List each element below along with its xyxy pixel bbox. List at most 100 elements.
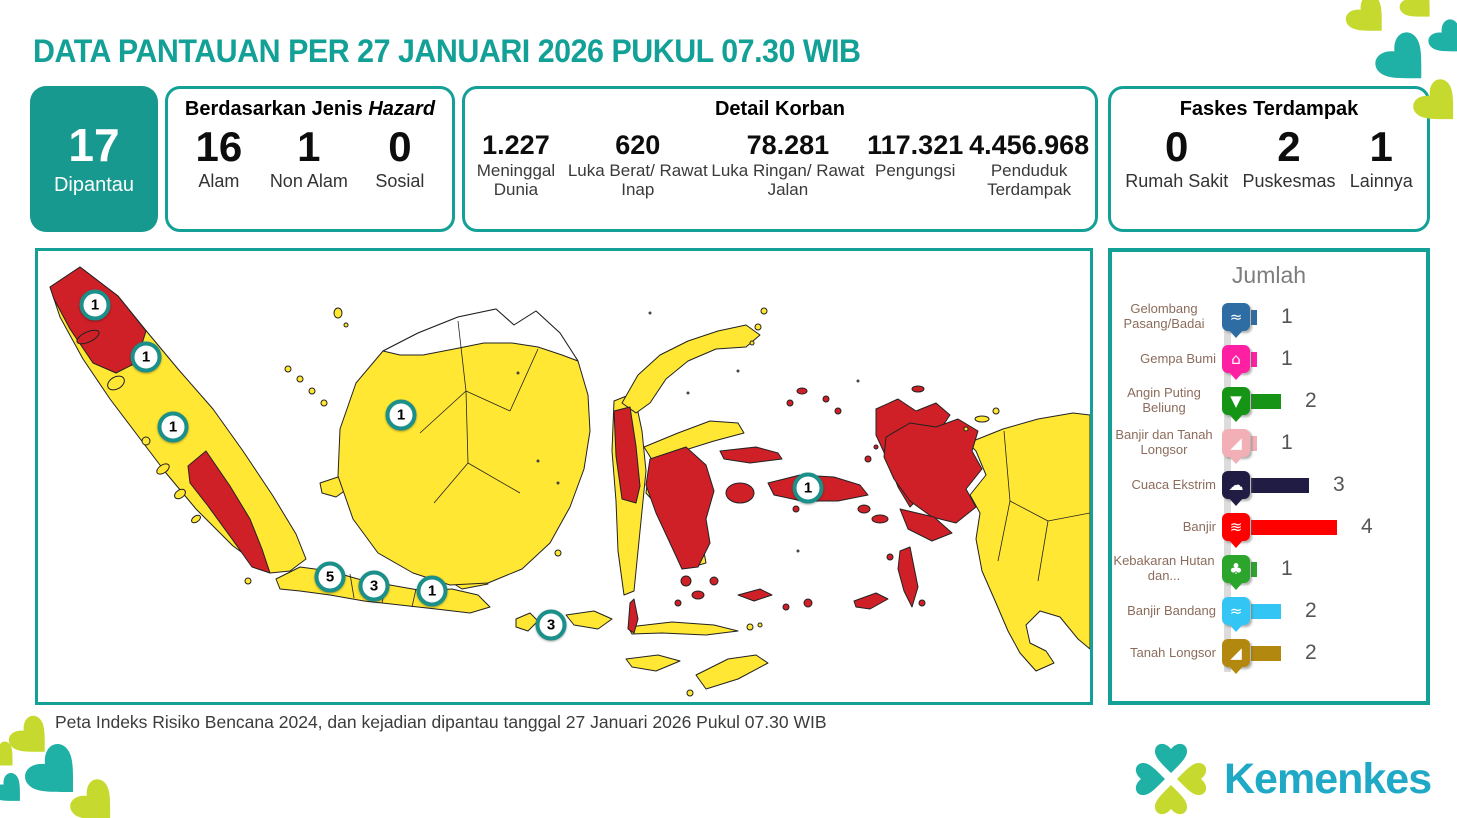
stat-value: 78.281	[746, 130, 830, 160]
map-marker[interactable]: 5	[314, 561, 346, 593]
stat-item: 620 Luka Berat/ Rawat Inap	[567, 130, 709, 200]
victim-detail-card: Detail Korban 1.227 Meninggal Dunia 620 …	[462, 86, 1098, 232]
chart-row: Cuaca Ekstrim ☁ 3	[1112, 464, 1426, 506]
stat-item: 1 Non Alam	[269, 123, 348, 192]
chart-row: Banjir ≋ 4	[1112, 506, 1426, 548]
chart-row: Angin Puting Beliung ▼ 2	[1112, 380, 1426, 422]
chart-category-label: Banjir Bandang	[1127, 602, 1216, 618]
stat-label: Lainnya	[1349, 171, 1413, 192]
chart-category-label: Kebakaran Hutan dan...	[1113, 553, 1215, 583]
map-marker[interactable]: 1	[792, 472, 824, 504]
chart-title: Jumlah	[1231, 262, 1307, 288]
page-title: DATA PANTAUAN PER 27 JANUARI 2026 PUKUL …	[33, 33, 861, 69]
chart-bar	[1251, 561, 1257, 577]
stat-label: Penduduk Terdampak	[987, 161, 1072, 200]
chart-value-label: 1	[1281, 431, 1293, 454]
victim-stats: 1.227 Meninggal Dunia 620 Luka Berat/ Ra…	[465, 130, 1095, 200]
stat-label: Luka Berat/ Rawat Inap	[567, 161, 708, 200]
stat-item: 0 Sosial	[375, 123, 424, 191]
forest-tree-icon: ♣	[1222, 555, 1250, 583]
chart-value-label: 1	[1281, 305, 1293, 328]
stat-value: 620	[615, 130, 661, 160]
chart-category-label: Gempa Bumi	[1140, 350, 1216, 366]
chart-category-label: Angin Puting Beliung	[1127, 385, 1201, 415]
map-marker[interactable]: 1	[130, 341, 162, 373]
map-marker[interactable]: 3	[535, 609, 567, 641]
chart-value-label: 1	[1281, 347, 1293, 370]
wave-icon: ≈	[1222, 303, 1250, 331]
chart-category-label: Banjir	[1182, 518, 1216, 534]
chart-value-label: 3	[1333, 473, 1345, 496]
chart-value-label: 2	[1305, 389, 1317, 412]
stat-value: 4.456.968	[969, 130, 1090, 160]
chart-category-label: Cuaca Ekstrim	[1131, 476, 1216, 492]
chart-bar	[1251, 435, 1257, 451]
monitored-count-card: 17 Dipantau	[30, 86, 158, 232]
chart-bar	[1251, 477, 1309, 493]
stat-label: Pengungsi	[875, 161, 956, 181]
kemenkes-logo-icon	[1135, 743, 1207, 815]
stat-item: 16 Alam	[196, 124, 243, 192]
map-marker[interactable]: 1	[79, 289, 111, 321]
hazard-count-chart-panel: Jumlah Gelombang Pasang/Badai ≈ 1 Gempa …	[1108, 248, 1430, 705]
stat-item: 1 Lainnya	[1349, 123, 1413, 192]
chart-bar	[1251, 519, 1337, 535]
chart-bar	[1251, 603, 1281, 619]
chart-bar	[1251, 393, 1281, 409]
chart-category-label: Tanah Longsor	[1129, 644, 1216, 660]
island-papua	[864, 407, 1090, 672]
map-marker[interactable]: 1	[385, 399, 417, 431]
chart-value-label: 2	[1305, 641, 1317, 664]
faskes-stats: 0 Rumah Sakit 2 Puskesmas 1 Lainnya	[1111, 123, 1427, 192]
chart-row: Gempa Bumi ⌂ 1	[1112, 338, 1426, 380]
stat-label: Meninggal Dunia	[476, 161, 556, 200]
chart-row: Gelombang Pasang/Badai ≈ 1	[1112, 296, 1426, 338]
stat-item: 78.281 Luka Ringan/ Rawat Jalan	[709, 130, 867, 200]
stat-item: 117.321 Pengungsi	[867, 130, 964, 181]
flood-water-icon: ≋	[1222, 513, 1250, 541]
stat-label: Luka Ringan/ Rawat Jalan	[711, 161, 865, 200]
map-marker[interactable]: 1	[416, 575, 448, 607]
kemenkes-logo-text: Kemenkes	[1224, 754, 1432, 803]
stat-value: 1	[297, 123, 321, 170]
landslide-slope-icon: ◢	[1222, 429, 1250, 457]
chart-row: Banjir dan Tanah Longsor ◢ 1	[1112, 422, 1426, 464]
chart-bar	[1251, 351, 1257, 367]
small-islets	[516, 311, 860, 553]
chart-value-label: 4	[1361, 515, 1373, 538]
stat-label: Rumah Sakit	[1125, 171, 1229, 192]
chart-row: Banjir Bandang ≈ 2	[1112, 590, 1426, 632]
stat-label: Non Alam	[269, 171, 348, 192]
victim-card-title: Detail Korban	[714, 98, 846, 120]
chart-row: Kebakaran Hutan dan... ♣ 1	[1112, 548, 1426, 590]
monitored-label: Dipantau	[53, 173, 135, 196]
flash-flood-wave-icon: ≈	[1222, 597, 1250, 625]
stat-value: 0	[1165, 123, 1189, 170]
faskes-card: Faskes Terdampak 0 Rumah Sakit 2 Puskesm…	[1108, 86, 1430, 232]
landslide-slope-icon: ◢	[1222, 639, 1250, 667]
stat-item: 0 Rumah Sakit	[1125, 123, 1229, 192]
chart-row: Tanah Longsor ◢ 2	[1112, 632, 1426, 674]
map-marker[interactable]: 1	[157, 411, 189, 443]
monitored-count: 17	[68, 118, 120, 171]
stat-value: 117.321	[867, 130, 964, 160]
chart-category-label: Gelombang Pasang/Badai	[1123, 301, 1205, 331]
indonesia-map	[49, 266, 1090, 697]
stat-value: 1.227	[482, 130, 550, 160]
island-kalimantan	[337, 308, 591, 586]
map-caption: Peta Indeks Risiko Bencana 2024, dan kej…	[55, 712, 827, 732]
hazard-type-card: Berdasarkan Jenis Hazard 16 Alam 1 Non A…	[165, 86, 455, 232]
chart-bar	[1251, 645, 1281, 661]
stat-value: 2	[1277, 123, 1301, 170]
island-sulawesi	[611, 307, 783, 634]
map-marker[interactable]: 3	[358, 570, 390, 602]
chart-rows: Gelombang Pasang/Badai ≈ 1 Gempa Bumi ⌂ …	[1112, 296, 1426, 674]
stat-label: Alam	[198, 171, 240, 192]
stat-value: 0	[388, 123, 412, 170]
storm-cloud-icon: ☁	[1222, 471, 1250, 499]
stat-item: 2 Puskesmas	[1242, 123, 1335, 191]
hazard-stats: 16 Alam 1 Non Alam 0 Sosial	[168, 123, 452, 192]
stat-value: 1	[1369, 123, 1393, 170]
